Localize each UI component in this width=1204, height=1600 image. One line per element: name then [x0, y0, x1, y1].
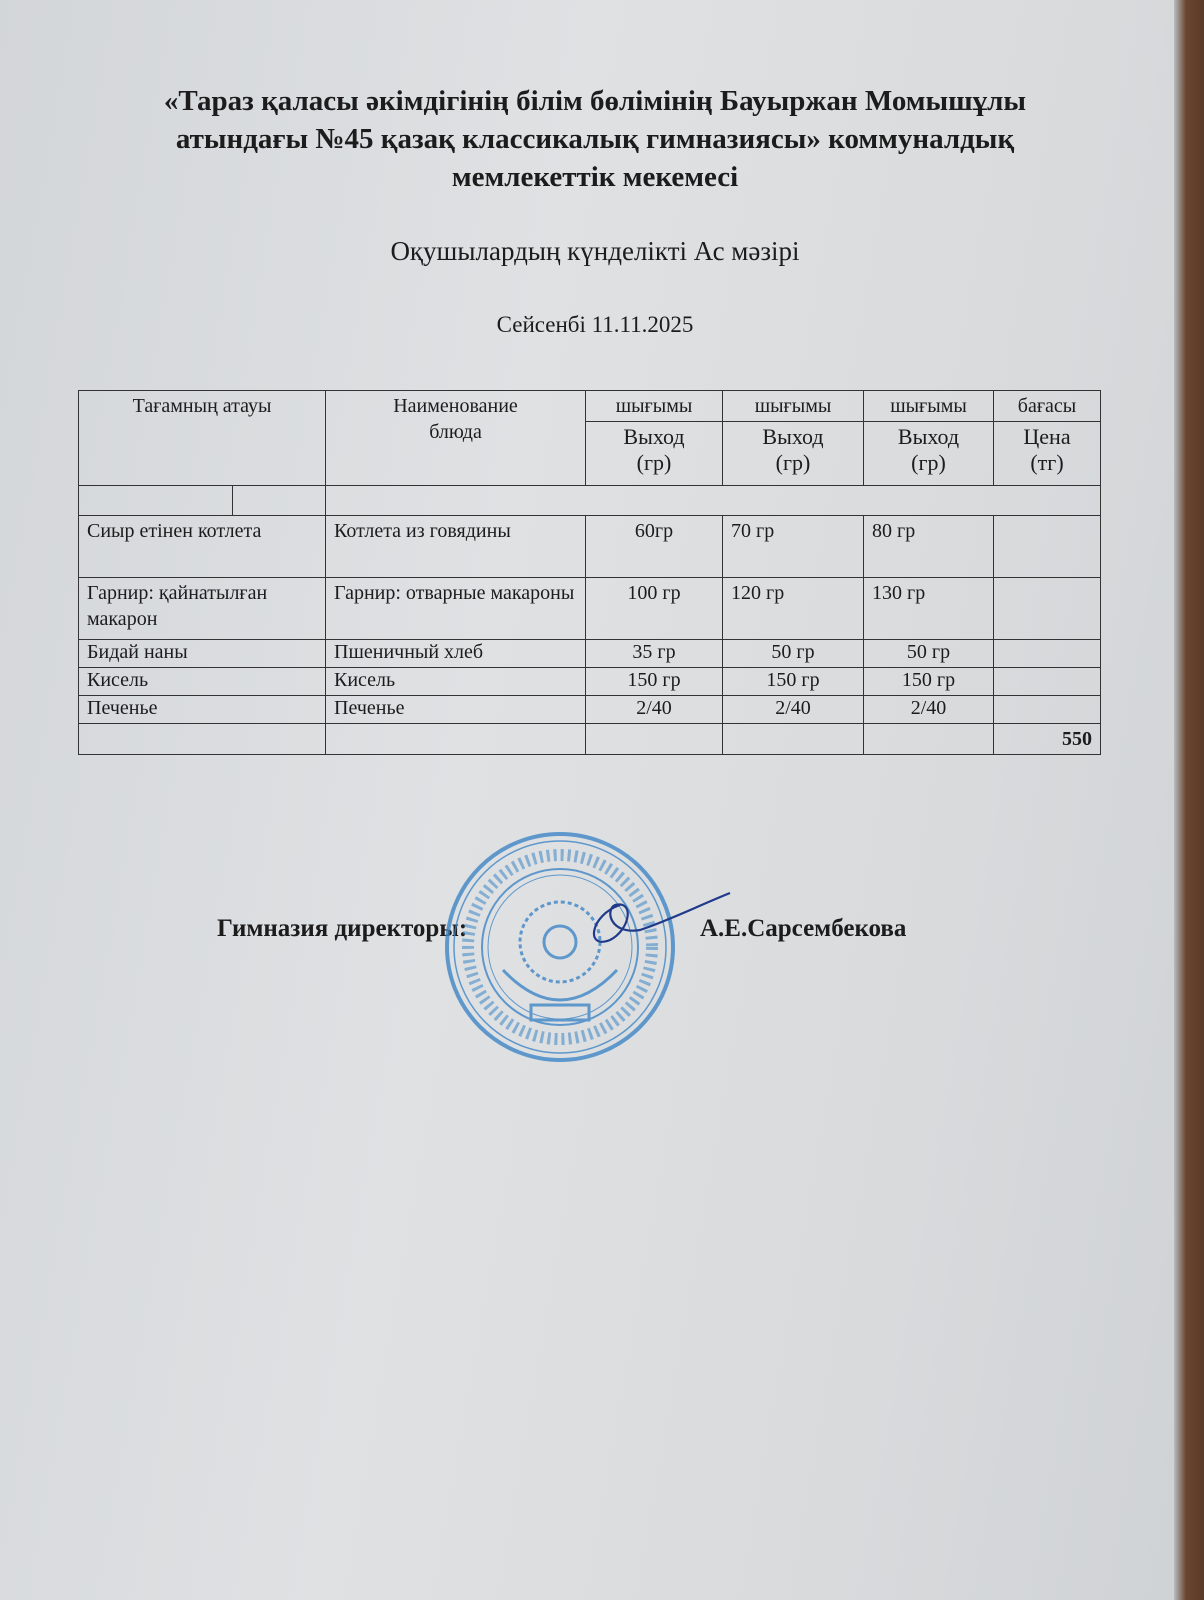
- yield-1: 2/40: [585, 695, 724, 724]
- yield-1: 35 гр: [585, 639, 724, 668]
- header-yield-kz: шығымы: [863, 390, 995, 422]
- yield-3: 2/40: [863, 695, 995, 724]
- header-yield-ru: Выход (гр): [722, 421, 865, 486]
- price: [993, 577, 1102, 640]
- price: [993, 695, 1102, 724]
- table-row: Печенье Печенье 2/40 2/40 2/40: [77, 695, 1102, 724]
- price: [993, 667, 1102, 696]
- yield-2: 70 гр: [722, 515, 865, 578]
- yield-3: 150 гр: [863, 667, 995, 696]
- menu-date: Сейсенбі 11.11.2025: [496, 312, 694, 337]
- blank-row: [78, 485, 1102, 516]
- yield-3: 130 гр: [863, 577, 995, 640]
- dish-name-ru: Пшеничный хлеб: [325, 639, 587, 668]
- table-row: Бидай наны Пшеничный хлеб 35 гр 50 гр 50 гр: [77, 639, 1102, 668]
- dish-name-kz: Печенье: [77, 695, 327, 724]
- header-row: Тағамның атауы Наименование блюда шығымы…: [77, 390, 1102, 486]
- dish-name-ru: Кисель: [325, 667, 587, 696]
- signature-scribble: [592, 891, 731, 943]
- signature-role: Гимназия директоры:: [217, 915, 468, 942]
- dish-name-kz: Кисель: [77, 667, 327, 696]
- dish-name-ru: Котлета из говядины: [325, 515, 587, 578]
- table-row: Гарнир: қайнатылған макарон Гарнир: отвар…: [77, 577, 1102, 640]
- header-yield-ru: Выход (гр): [863, 421, 995, 486]
- price: [993, 639, 1102, 668]
- yield-2: 2/40: [722, 695, 865, 724]
- dish-name-ru: Гарнир: отварные макароны: [325, 577, 587, 640]
- yield-2: 50 гр: [722, 639, 865, 668]
- menu-table: Тағамның атауы Наименование блюда шығымы…: [77, 390, 1102, 755]
- yield-3: 50 гр: [863, 639, 995, 668]
- dish-name-kz: Гарнир: қайнатылған макарон: [77, 577, 327, 640]
- dish-name-kz: Сиыр етінен котлета: [77, 515, 327, 578]
- dish-name-ru: Печенье: [325, 695, 587, 724]
- blank-cell: [78, 485, 233, 516]
- header-price-kz: бағасы: [993, 390, 1102, 422]
- blank-cell: [231, 485, 327, 516]
- table-row: Кисель Кисель 150 гр 150 гр 150 гр: [77, 667, 1102, 696]
- header-name-ru: Наименование блюда: [325, 390, 587, 486]
- price: [993, 515, 1102, 578]
- document-title: Оқушылардың күнделікті Ас мәзірі: [390, 236, 800, 266]
- institution-name: «Тараз қаласы әкімдігінің білім бөліміні…: [163, 85, 1027, 193]
- total-price: 550: [993, 723, 1102, 755]
- yield-1: 100 гр: [585, 577, 724, 640]
- header-yield-kz: шығымы: [585, 390, 724, 422]
- yield-1: 150 гр: [585, 667, 724, 696]
- header-yield-ru: Выход (гр): [585, 421, 724, 486]
- yield-1: 60гр: [585, 515, 724, 578]
- yield-3: 80 гр: [863, 515, 995, 578]
- total-row: 550: [77, 723, 1102, 755]
- signature-name: А.Е.Сарсембекова: [700, 915, 907, 942]
- table-row: Сиыр етінен котлета Котлета из говядины 60…: [77, 515, 1102, 578]
- yield-2: 150 гр: [722, 667, 865, 696]
- dish-name-kz: Бидай наны: [77, 639, 327, 668]
- header-row: Выход (гр) Выход (гр) Выход (гр) Цена (т…: [79, 421, 1102, 486]
- table-surface-edge: [1174, 0, 1204, 1600]
- yield-2: 120 гр: [722, 577, 865, 640]
- header-name-kz: Тағамның атауы: [77, 390, 327, 486]
- blank-cell: [325, 485, 1102, 516]
- header-yield-kz: шығымы: [722, 390, 865, 422]
- header-price-ru: Цена (тг): [993, 421, 1102, 486]
